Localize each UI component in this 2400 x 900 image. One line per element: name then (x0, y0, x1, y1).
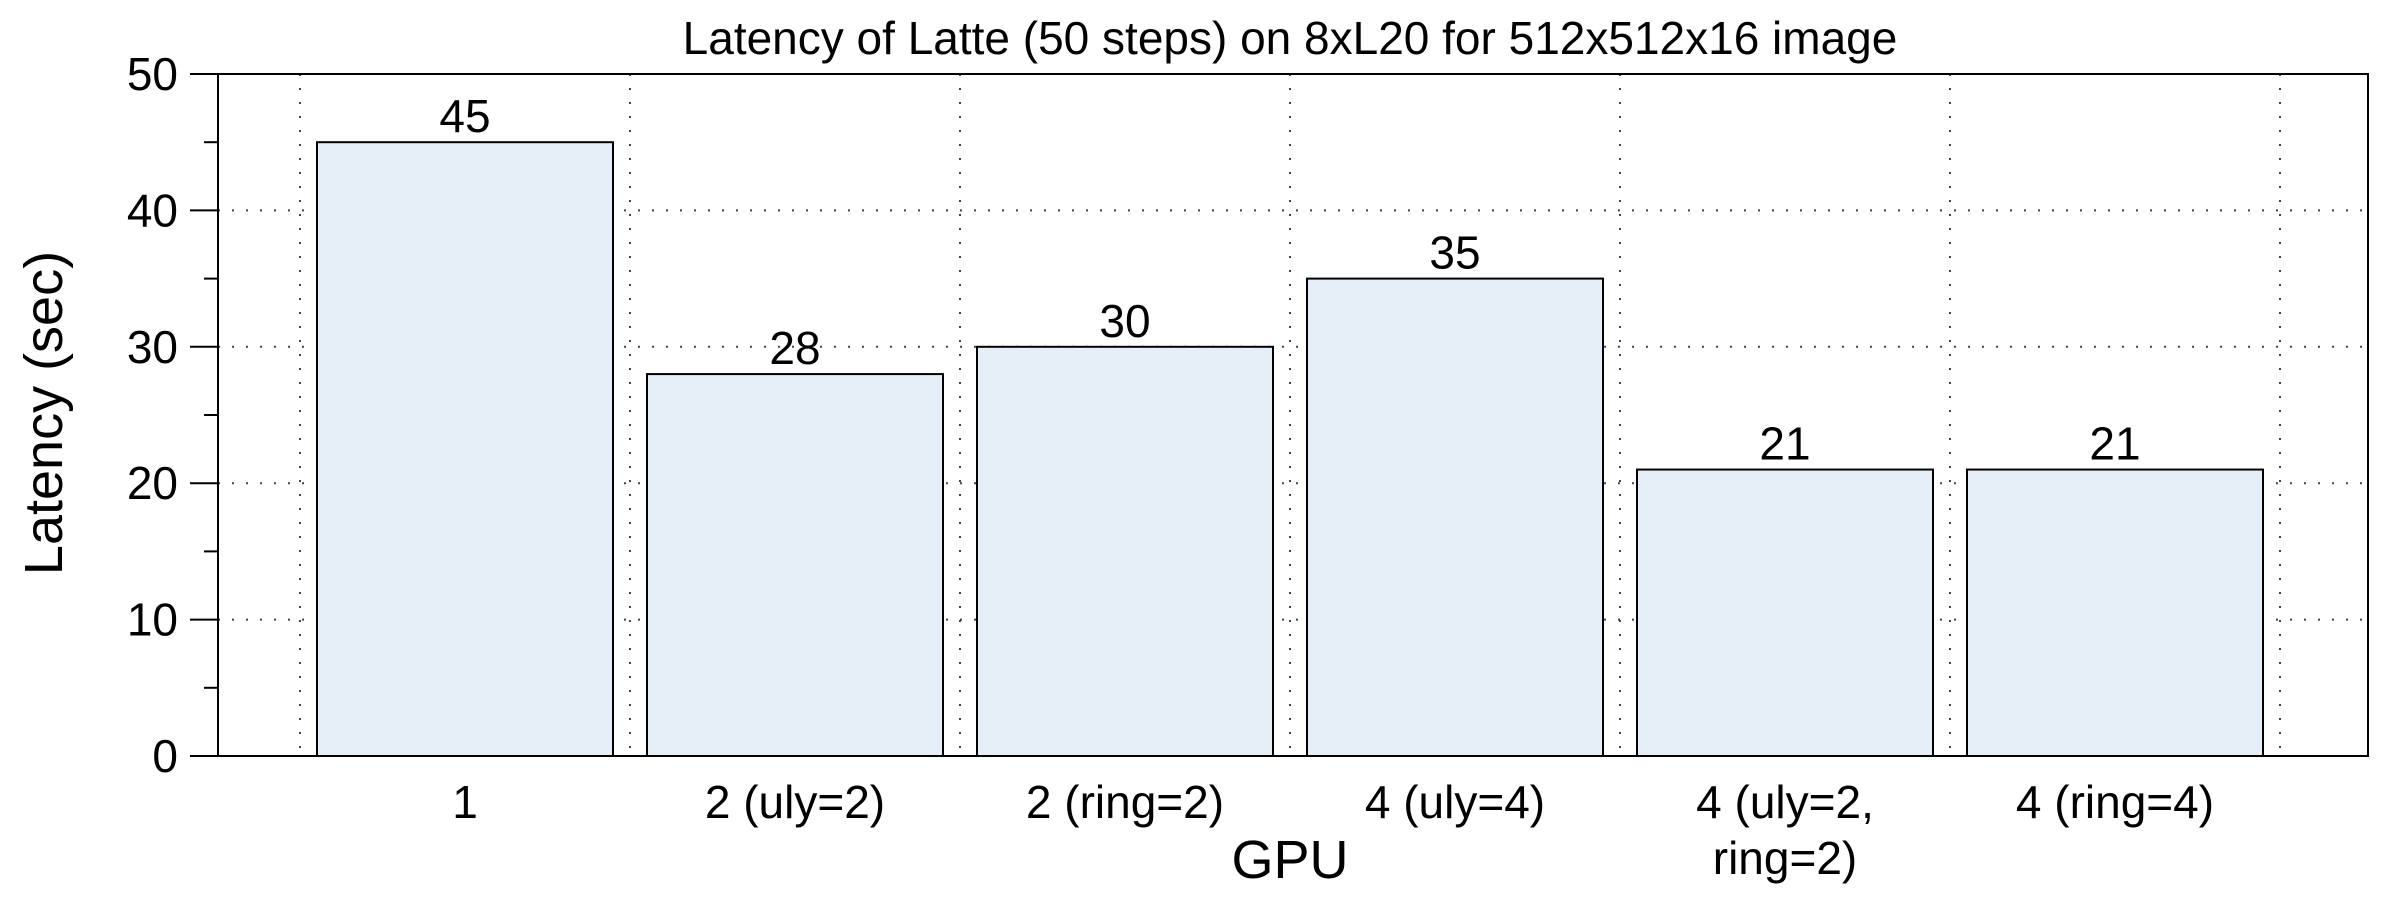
axes: 0 10 20 30 40 50 1 2 (uly=2) 2 (ring=2) 4 (uly=4)… (127, 48, 2214, 884)
y-tick-label: 20 (127, 457, 178, 509)
bar-value-label: 35 (1429, 227, 1480, 279)
bar-value-label: 21 (1759, 418, 1810, 470)
bar-value-label: 30 (1099, 295, 1150, 347)
bar-value-label: 28 (769, 322, 820, 374)
x-tick-label-line: 4 (ring=4) (2016, 776, 2214, 828)
y-axis-label: Latency (sec) (14, 251, 74, 575)
x-tick-label-line: 4 (uly=4) (1365, 776, 1545, 828)
x-tick-label-line: 1 (452, 776, 478, 828)
x-tick-label: 2 (uly=2) (705, 776, 885, 828)
bar-value-label: 21 (2089, 418, 2140, 470)
x-tick-label-line: 2 (uly=2) (705, 776, 885, 828)
x-tick-label: 4 (ring=4) (2016, 776, 2214, 828)
x-tick-label-line: 2 (ring=2) (1026, 776, 1224, 828)
x-tick-label: 2 (ring=2) (1026, 776, 1224, 828)
y-tick-label: 40 (127, 184, 178, 236)
bar (976, 345, 1274, 757)
x-axis-label: GPU (1231, 830, 1348, 890)
x-tick-label: 4 (uly=4) (1365, 776, 1545, 828)
x-tick-label: 1 (452, 776, 478, 828)
bar (1306, 277, 1604, 757)
y-tick-label: 30 (127, 321, 178, 373)
bar (646, 373, 944, 757)
x-tick-label-line: ring=2) (1713, 832, 1857, 884)
y-tick-label: 0 (152, 730, 178, 782)
bar (316, 141, 614, 757)
x-tick-label: 4 (uly=2, ring=2) (1696, 776, 1874, 884)
x-tick-label-line: 4 (uly=2, (1696, 776, 1874, 828)
bar (1966, 468, 2264, 757)
chart-title: Latency of Latte (50 steps) on 8xL20 for… (683, 12, 1898, 64)
gridlines (218, 74, 2368, 756)
y-tick-label: 10 (127, 594, 178, 646)
bar (1636, 468, 1934, 757)
bars: 45 28 30 35 21 21 (316, 90, 2264, 757)
y-tick-label: 50 (127, 48, 178, 100)
plot-frame (217, 73, 2369, 757)
bar-value-label: 45 (439, 90, 490, 142)
